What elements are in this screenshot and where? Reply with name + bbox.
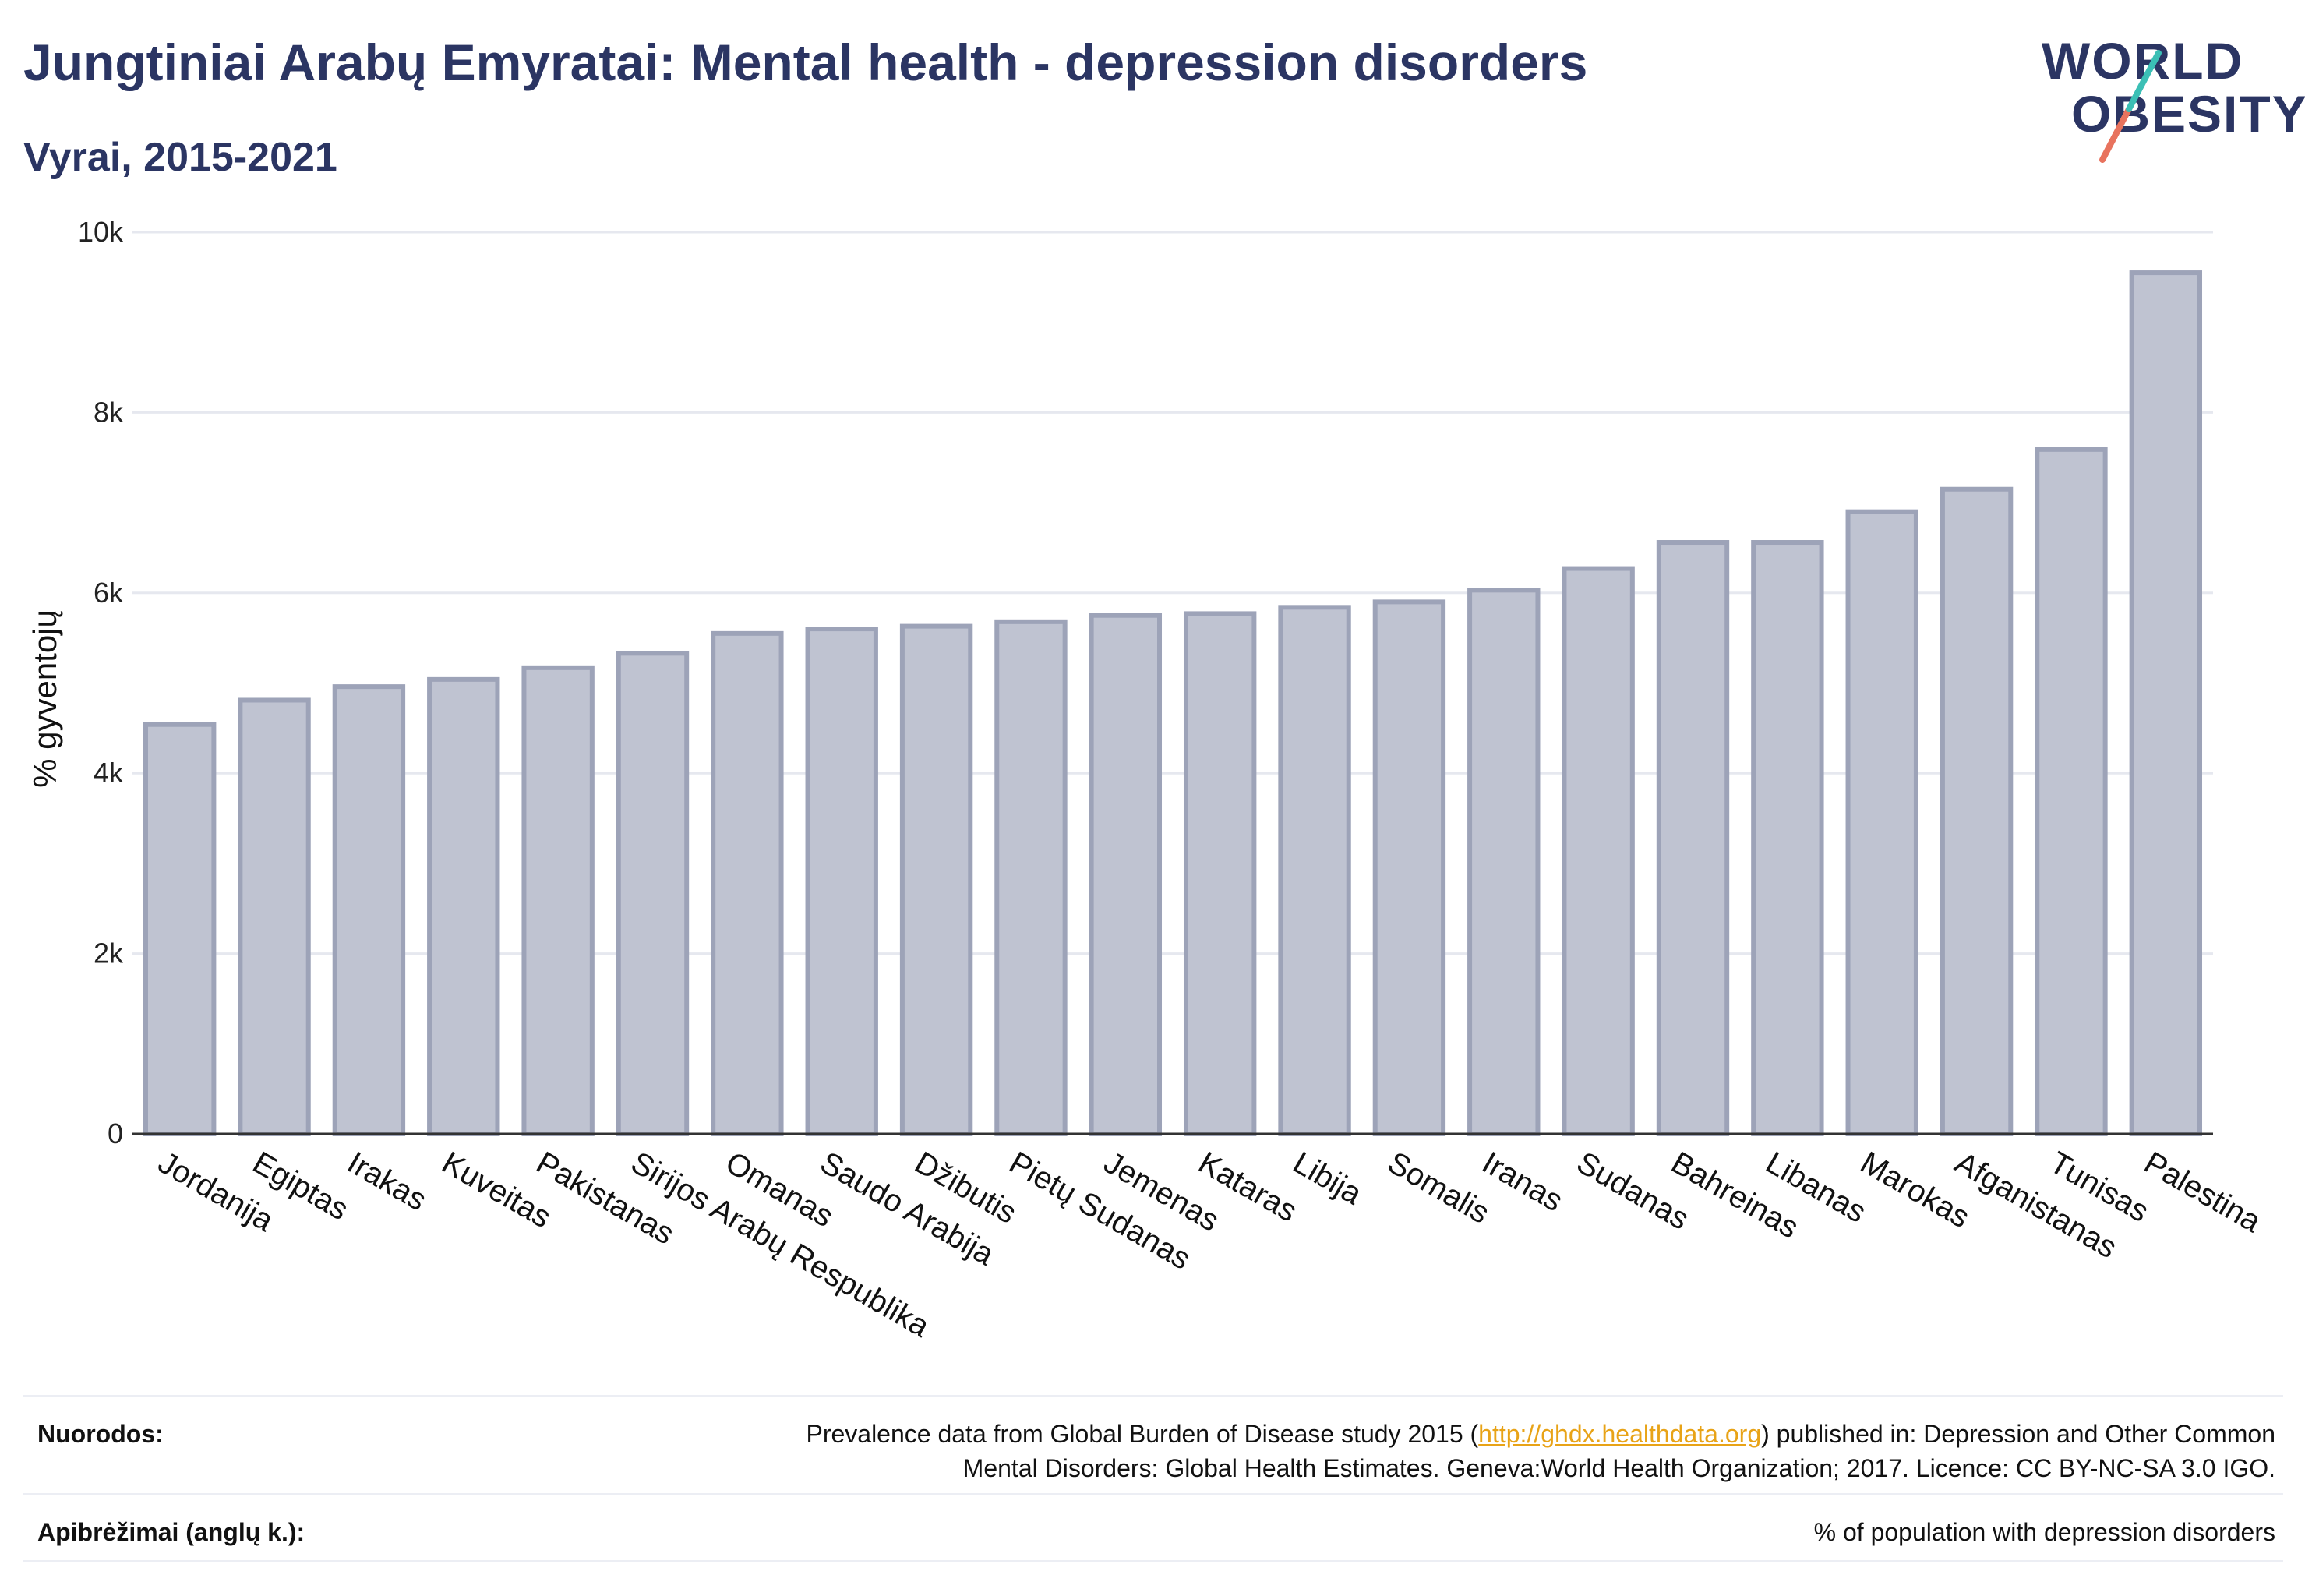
y-tick-label: 2k — [94, 937, 124, 969]
logo-word-2: OBESITY — [2071, 85, 2305, 143]
definitions-label: Apibrėžimai (anglų k.): — [37, 1518, 305, 1546]
y-tick-label: 8k — [94, 396, 124, 428]
bar[interactable] — [2129, 270, 2203, 1137]
bar[interactable] — [1562, 566, 1635, 1136]
x-tick-label: Somalis — [1382, 1146, 1495, 1231]
references-text-part-1: Prevalence data from Global Burden of Di… — [806, 1420, 1479, 1448]
bar[interactable] — [1278, 605, 1351, 1136]
y-tick-label: 0 — [108, 1118, 123, 1149]
bar[interactable] — [143, 722, 217, 1136]
bars — [143, 270, 2203, 1137]
bar[interactable] — [332, 684, 406, 1136]
x-tick-label: Palestina — [2138, 1146, 2267, 1240]
y-axis-label: % gyventojų — [26, 609, 63, 788]
y-tick-label: 6k — [94, 577, 124, 609]
bar[interactable] — [2035, 447, 2108, 1136]
x-tick-label: Irakas — [341, 1146, 432, 1218]
x-tick-label: Marokas — [1855, 1146, 1975, 1235]
bar[interactable] — [1089, 613, 1163, 1136]
references-text-line-2: Mental Disorders: Global Health Estimate… — [962, 1454, 2275, 1482]
bar[interactable] — [1467, 588, 1541, 1136]
x-tick-label: Kuveitas — [436, 1146, 557, 1235]
bar[interactable] — [1751, 540, 1824, 1136]
bar[interactable] — [427, 676, 500, 1136]
chart-subtitle: Vyrai, 2015-2021 — [23, 135, 337, 180]
bar[interactable] — [238, 697, 311, 1136]
bar[interactable] — [616, 651, 690, 1136]
footer-divider-middle — [23, 1493, 2283, 1495]
footer-divider-bottom — [23, 1560, 2283, 1562]
bar[interactable] — [521, 665, 595, 1136]
bar[interactable] — [994, 619, 1068, 1136]
y-tick-label: 10k — [78, 216, 124, 248]
definitions-text: % of population with depression disorder… — [1813, 1518, 2275, 1546]
bar[interactable] — [711, 630, 784, 1136]
references-text: Prevalence data from Global Burden of Di… — [806, 1417, 2275, 1485]
y-axis-ticks: 0 2k 4k 6k 8k 10k — [78, 216, 124, 1149]
world-obesity-logo: WORLD OBESITY — [2026, 31, 2305, 168]
references-label: Nuorodos: — [37, 1420, 164, 1448]
bar[interactable] — [1372, 599, 1446, 1136]
bar[interactable] — [805, 627, 878, 1136]
footer-divider-top — [23, 1395, 2283, 1397]
references-text-part-2: ) published in: Depression and Other Com… — [1761, 1420, 2275, 1448]
bar[interactable] — [1656, 540, 1730, 1136]
chart-title: Jungtiniai Arabų Emyratai: Mental health… — [23, 34, 1588, 91]
bar[interactable] — [1845, 509, 1918, 1136]
bar[interactable] — [1183, 611, 1257, 1136]
references-link[interactable]: http://ghdx.healthdata.org — [1478, 1420, 1762, 1448]
logo-slash-icon — [2099, 50, 2162, 163]
bar[interactable] — [1940, 486, 2014, 1136]
bar[interactable] — [899, 623, 973, 1136]
y-tick-label: 4k — [94, 757, 124, 789]
